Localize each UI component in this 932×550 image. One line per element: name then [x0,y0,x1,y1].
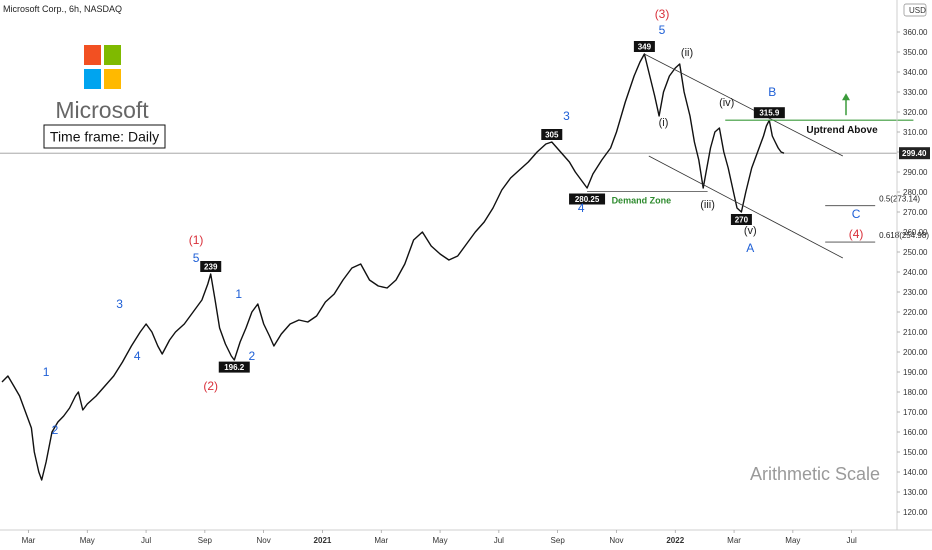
x-tick-label: Sep [551,536,566,545]
x-tick-label: Mar [22,536,36,545]
last-price-badge [899,147,930,160]
wave-label: 4 [134,349,141,363]
y-tick-label: 200.00 [903,348,928,357]
logo-square-blue [84,69,101,89]
uptrend-label: Uptrend Above [806,125,878,136]
y-tick-label: 260.00 [903,228,928,237]
y-tick-label: 270.00 [903,208,928,217]
y-tick-label: 160.00 [903,428,928,437]
timeframe-label: Time frame: Daily [50,129,159,145]
x-tick-label: Mar [374,536,388,545]
y-tick-label: 330.00 [903,88,928,97]
y-tick-label: 120.00 [903,508,928,517]
wave-label: 1 [235,287,242,301]
wave-label: A [746,241,754,255]
wave-label: (4) [849,227,864,241]
wave-label: 3 [116,297,123,311]
y-tick-label: 210.00 [903,328,928,337]
wave-label: 2 [249,349,256,363]
y-tick-label: 290.00 [903,168,928,177]
x-tick-label: Nov [257,536,271,545]
x-tick-label: May [785,536,800,545]
wave-label: (ii) [681,47,693,59]
wave-label: 3 [563,109,570,123]
pivot-price-box [633,41,655,52]
pivot-price-box [218,361,250,373]
wave-label: (i) [659,117,669,129]
currency-badge[interactable] [903,3,927,17]
y-tick-label: 320.00 [903,108,928,117]
y-tick-label: 180.00 [903,388,928,397]
x-tick-label: Nov [609,536,623,545]
wave-label: C [852,207,861,221]
wave-label: 2 [52,423,59,437]
x-tick-label: Mar [727,536,741,545]
wave-label: (1) [189,233,204,247]
y-tick-label: 340.00 [903,68,928,77]
channel-line[interactable] [648,155,844,259]
scale-watermark: Arithmetic Scale [750,464,880,484]
channel-line[interactable] [644,53,844,157]
x-tick-label: Sep [198,536,213,545]
logo-square-red [84,45,101,65]
pivot-price-box [569,193,606,205]
pivot-price-box [753,107,785,119]
x-tick-label: Jul [847,536,857,545]
y-tick-label: 360.00 [903,28,928,37]
wave-label: 5 [193,251,200,265]
wave-label: (iv) [719,97,734,109]
x-tick-label: 2021 [314,536,332,545]
y-tick-label: 310.00 [903,128,928,137]
y-tick-label: 150.00 [903,448,928,457]
pivot-price-box [541,129,563,140]
x-tick-label: Jul [141,536,151,545]
last-price-label: 299.40 [902,149,927,158]
fib-level-label: 0.5(273.14) [879,195,920,204]
y-tick-label: 240.00 [903,268,928,277]
y-tick-label: 190.00 [903,368,928,377]
x-tick-label: May [80,536,95,545]
pivot-price-box [730,214,752,225]
uptrend-arrowhead-icon [842,93,850,101]
x-tick-label: 2022 [666,536,684,545]
wave-label: 5 [659,23,666,37]
y-tick-label: 230.00 [903,288,928,297]
pivot-price-label: 239 [204,263,218,272]
pivot-price-label: 270 [735,216,749,225]
y-tick-label: 250.00 [903,248,928,257]
y-tick-label: 280.00 [903,188,928,197]
timeframe-box [43,124,166,149]
y-tick-label: 170.00 [903,408,928,417]
x-tick-label: May [432,536,447,545]
y-tick-label: 220.00 [903,308,928,317]
wave-label: (v) [744,225,757,237]
pivot-price-label: 280.25 [575,195,600,204]
demand-zone-label: Demand Zone [612,196,672,206]
wave-label: (iii) [700,199,715,211]
pivot-price-label: 349 [638,43,652,52]
wave-label: 4 [578,201,585,215]
wave-label: (3) [655,7,670,21]
price-series-line[interactable] [1,53,785,481]
fib-level-label: 0.618(254.98) [879,231,929,240]
pivot-price-label: 315.9 [759,109,780,118]
pivot-price-label: 305 [545,131,559,140]
y-tick-label: 130.00 [903,488,928,497]
pivot-price-box [200,261,222,272]
currency-label: USD [909,6,926,15]
wave-label: B [768,85,776,99]
y-tick-label: 140.00 [903,468,928,477]
logo-square-yellow [104,69,121,89]
brand-name: Microsoft [55,97,149,123]
wave-label: (2) [203,379,218,393]
y-tick-label: 350.00 [903,48,928,57]
wave-label: 1 [43,365,50,379]
x-tick-label: Jul [494,536,504,545]
chart-title: Microsoft Corp., 6h, NASDAQ [3,4,122,14]
logo-square-green [104,45,121,65]
pivot-price-label: 196.2 [224,363,245,372]
